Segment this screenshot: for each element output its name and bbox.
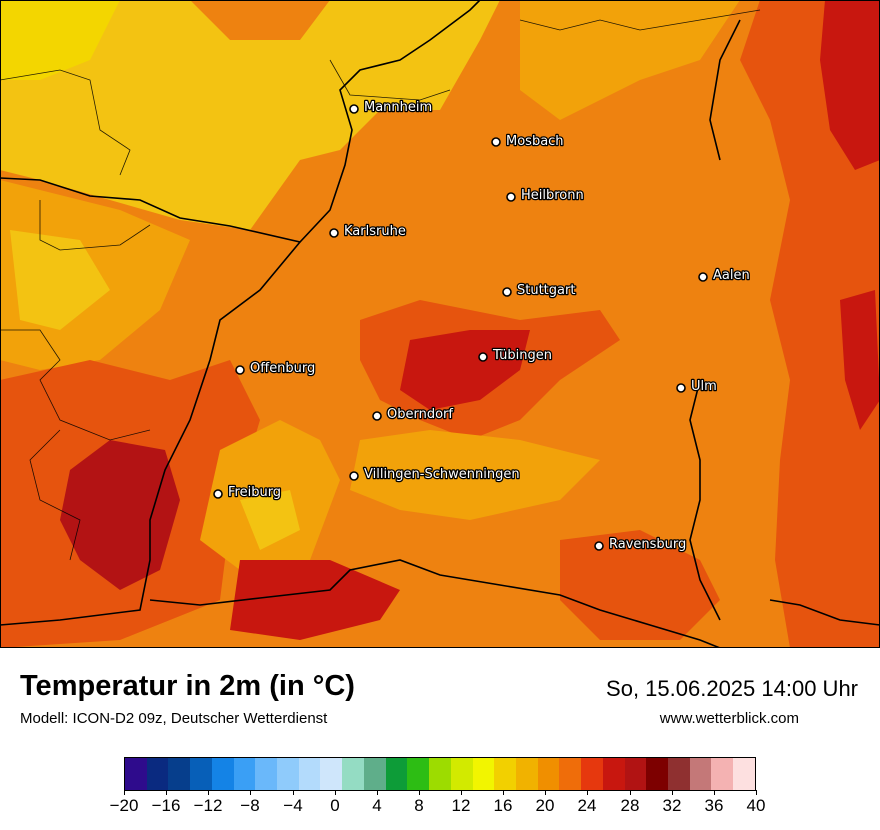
legend-tick-mark [672,790,673,795]
legend-swatch [363,758,386,790]
temperature-zone-high-rhine [230,560,400,640]
legend-tick-mark [503,790,504,795]
legend-swatch [146,758,169,790]
color-legend-ticks: −20 −16 −12 −8 −4 0 4 8 12 16 20 24 28 32 36 40 [110,790,765,826]
legend-swatch [646,758,668,790]
legend-tick-mark [377,790,378,795]
legend-swatch [233,758,256,790]
legend-swatch [494,758,516,790]
city-label-oberndorf: Oberndorf [387,407,453,422]
temperature-zone-east [740,0,880,648]
legend-tick-mark [419,790,420,795]
legend-tick-mark [545,790,546,795]
temperature-zone-lake-constance [560,530,720,640]
city-label-heilbronn: Heilbronn [521,188,584,203]
legend-tick-label: −20 [109,796,139,815]
city-label-villingen-schwenningen: Villingen-Schwenningen [364,467,520,482]
legend-swatch [515,758,538,790]
legend-tick-label: 0 [330,796,340,815]
legend-tick-mark [208,790,209,795]
legend-swatch [407,758,430,790]
legend-tick-mark [587,790,588,795]
legend-tick-mark [250,790,251,795]
legend-swatch [537,758,560,790]
legend-swatch [190,758,212,790]
city-label-mosbach: Mosbach [506,134,564,149]
legend-tick-mark [293,790,294,795]
legend-tick-label: 24 [577,796,597,815]
legend-swatch [277,758,299,790]
color-legend [124,757,756,791]
temperature-zone-northwest-pale [10,230,110,330]
temperature-zone-north [0,0,500,230]
legend-swatch [689,758,712,790]
website-link[interactable]: www.wetterblick.com [659,710,799,727]
legend-tick-label: −16 [151,796,181,815]
legend-swatch [168,758,191,790]
legend-swatch [211,758,234,790]
city-label-aalen: Aalen [713,268,750,283]
legend-tick-label: −4 [283,796,303,815]
legend-swatch [602,758,625,790]
temperature-zone-north-east-cool [520,0,740,120]
city-label-karlsruhe: Karlsruhe [344,224,406,239]
legend-tick-mark [714,790,715,795]
temperature-zone-east-hot [820,0,880,170]
legend-tick-mark [124,790,125,795]
legend-tick-mark [335,790,336,795]
legend-swatch [429,758,451,790]
legend-tick-label: 28 [620,796,640,815]
legend-swatch [320,758,343,790]
temperature-zone-alb [350,430,600,520]
temperature-zone-north-pale [0,0,120,80]
legend-tick-label: 20 [535,796,555,815]
model-source: Modell: ICON-D2 09z, Deutscher Wetterdie… [20,710,328,727]
legend-swatch [342,758,364,790]
legend-tick-label: −8 [240,796,260,815]
legend-swatch [255,758,278,790]
legend-tick-label: 8 [414,796,424,815]
forecast-datetime: So, 15.06.2025 14:00 Uhr [606,676,858,701]
district-border-lines [0,9,761,561]
legend-swatch [385,758,408,790]
legend-tick-mark [756,790,757,795]
city-label-tuebingen: Tübingen [492,348,552,363]
legend-tick-label: 12 [451,796,471,815]
city-label-stuttgart: Stuttgart [517,283,575,298]
city-label-ravensburg: Ravensburg [609,537,686,552]
legend-swatch [472,758,495,790]
state-border-lines [0,0,880,648]
legend-swatch [624,758,647,790]
legend-tick-mark [461,790,462,795]
legend-tick-mark [166,790,167,795]
city-label-offenburg: Offenburg [250,361,315,376]
legend-tick-label: 36 [704,796,724,815]
legend-swatch [733,758,755,790]
legend-swatch [450,758,473,790]
legend-tick-label: 32 [662,796,682,815]
temperature-zone-black-forest-pale [240,490,300,550]
temperature-zone-east-hot2 [840,290,880,430]
legend-tick-label: 4 [372,796,382,815]
city-label-freiburg: Freiburg [228,485,281,500]
temperature-map: Mannheim Mosbach Heilbronn Karlsruhe Aal… [0,0,880,648]
legend-swatch [667,758,690,790]
temperature-zone-central-hot [400,330,530,410]
legend-swatch [711,758,734,790]
legend-swatch [581,758,603,790]
legend-tick-label: 16 [493,796,513,815]
legend-swatch [125,758,147,790]
legend-swatch [559,758,582,790]
legend-tick-mark [630,790,631,795]
city-markers: Mannheim Mosbach Heilbronn Karlsruhe Aal… [213,99,751,553]
legend-tick-label: 40 [746,796,766,815]
legend-swatch [298,758,321,790]
map-title: Temperatur in 2m (in °C) [20,670,355,702]
legend-tick-label: −12 [193,796,223,815]
city-label-mannheim: Mannheim [364,100,432,115]
city-label-ulm: Ulm [691,379,717,394]
